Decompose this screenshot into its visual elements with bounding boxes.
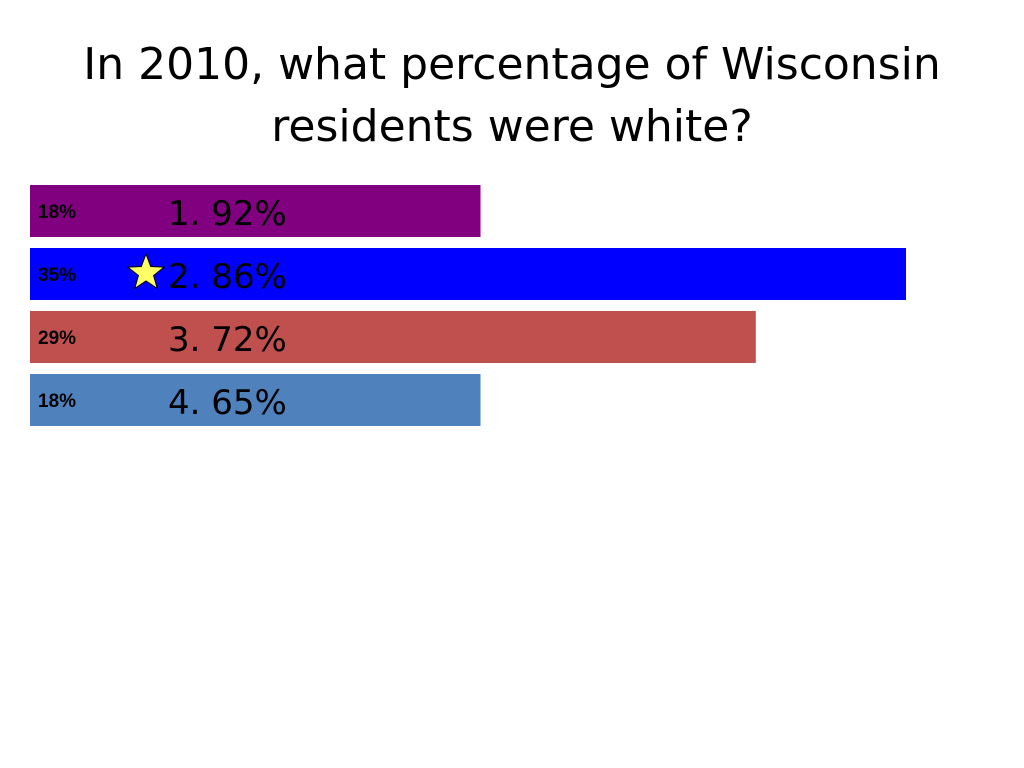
response-bar-3 — [30, 311, 756, 363]
star-icon — [126, 252, 166, 290]
response-percent-label-2: 35% — [38, 265, 76, 286]
response-bar-4 — [30, 374, 481, 426]
response-bar-1 — [30, 185, 481, 237]
answer-option-label-1: 1. 92% — [168, 194, 287, 234]
response-percent-label-1: 18% — [38, 202, 76, 223]
slide-title-line-2: residents were white? — [271, 101, 753, 152]
answer-option-label-2: 2. 86% — [168, 257, 287, 297]
response-bar-2 — [30, 248, 906, 300]
slide-title: In 2010, what percentage of Wisconsin re… — [0, 34, 1024, 158]
answer-option-label-4: 4. 65% — [168, 383, 287, 423]
slide-title-line-1: In 2010, what percentage of Wisconsin — [83, 39, 941, 90]
response-percent-label-3: 29% — [38, 328, 76, 349]
answer-option-label-3: 3. 72% — [168, 320, 287, 360]
response-percent-label-4: 18% — [38, 391, 76, 412]
